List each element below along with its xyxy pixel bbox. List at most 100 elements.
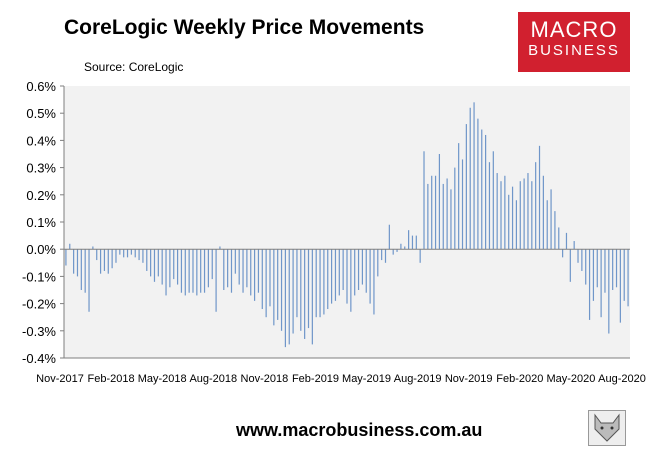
bar <box>300 249 302 331</box>
bar <box>107 249 109 274</box>
bar <box>311 249 313 345</box>
bar <box>623 249 625 301</box>
bar <box>188 249 190 293</box>
bar <box>307 249 310 329</box>
bar <box>423 151 425 250</box>
bar <box>384 249 387 263</box>
chart-title: CoreLogic Weekly Price Movements <box>64 16 425 39</box>
plot-area <box>64 86 630 358</box>
bar <box>431 175 433 250</box>
bar <box>554 211 556 250</box>
bar <box>334 249 337 301</box>
bar <box>150 249 152 277</box>
x-tick-label: May-2019 <box>342 373 391 385</box>
bar <box>327 249 329 310</box>
bar <box>265 249 267 318</box>
bar <box>304 249 306 339</box>
bar <box>373 249 375 315</box>
bar <box>123 249 125 258</box>
bar <box>485 134 487 250</box>
bar <box>427 183 429 250</box>
bar <box>99 249 102 274</box>
x-tick-label: Nov-2019 <box>445 373 493 385</box>
bar <box>411 235 414 250</box>
bar <box>408 230 410 250</box>
bar <box>138 249 140 261</box>
bar <box>196 249 198 296</box>
bar <box>627 249 629 307</box>
bar <box>535 162 537 250</box>
y-tick-label: -0.1% <box>22 269 56 284</box>
bar <box>446 178 448 250</box>
bar <box>342 249 344 290</box>
bar <box>511 186 514 250</box>
bar <box>546 200 548 250</box>
bar <box>615 249 618 288</box>
bar <box>176 249 179 285</box>
bar <box>415 235 417 250</box>
bar <box>92 246 94 250</box>
bar <box>392 249 394 255</box>
bar <box>234 249 236 274</box>
x-tick-label: May-2018 <box>138 373 187 385</box>
bar <box>542 175 544 250</box>
bars <box>64 102 630 348</box>
bar <box>192 249 194 293</box>
bar <box>388 224 390 250</box>
x-tick-label: Nov-2017 <box>36 373 84 385</box>
logo-line-1: MACRO <box>530 17 618 42</box>
bar <box>419 249 421 263</box>
bar <box>134 249 136 258</box>
y-tick-label: 0.1% <box>26 215 56 230</box>
bar <box>223 249 225 290</box>
bar <box>565 232 568 250</box>
bar <box>211 249 213 280</box>
bar <box>396 249 398 252</box>
bar <box>519 181 521 250</box>
bar <box>361 249 363 285</box>
bar <box>65 249 67 266</box>
bar <box>227 249 229 288</box>
bar <box>562 249 564 258</box>
y-tick-label: -0.2% <box>22 297 56 312</box>
y-tick-label: -0.3% <box>22 324 56 339</box>
bar <box>173 249 175 280</box>
bar <box>619 249 621 323</box>
bar <box>500 181 502 250</box>
bar <box>496 173 498 250</box>
bar <box>588 249 591 320</box>
y-tick-label: 0.6% <box>26 79 56 94</box>
bar <box>292 249 294 334</box>
bar <box>153 249 156 282</box>
y-tick-label: 0.2% <box>26 188 56 203</box>
wolf-icon <box>588 410 626 446</box>
bar <box>357 249 360 290</box>
bar <box>296 249 298 318</box>
bar <box>354 249 356 296</box>
x-axis: Nov-2017 Feb-2018 May-2018 Aug-2018 Nov-2018… <box>36 357 646 385</box>
x-tick-label: Aug-2019 <box>394 373 442 385</box>
bar <box>581 249 583 271</box>
bar <box>600 249 602 318</box>
bar <box>558 227 560 250</box>
website-url: www.macrobusiness.com.au <box>236 420 483 440</box>
bar <box>119 249 121 255</box>
bar <box>157 249 159 277</box>
bar <box>481 129 483 250</box>
bar <box>473 102 475 250</box>
bar <box>184 249 186 296</box>
bar <box>608 249 610 334</box>
bar <box>381 249 383 261</box>
bar <box>377 249 379 277</box>
bar <box>219 246 221 250</box>
bar <box>592 249 595 301</box>
bar <box>577 249 579 263</box>
bar <box>438 154 441 250</box>
logo-line-2: BUSINESS <box>528 42 620 59</box>
bar <box>338 249 340 296</box>
bar <box>323 249 325 315</box>
bar <box>331 249 333 304</box>
bar <box>273 249 275 326</box>
macrobusiness-logo: MACRO BUSINESS <box>518 12 630 72</box>
y-tick-label: 0.0% <box>26 242 56 257</box>
